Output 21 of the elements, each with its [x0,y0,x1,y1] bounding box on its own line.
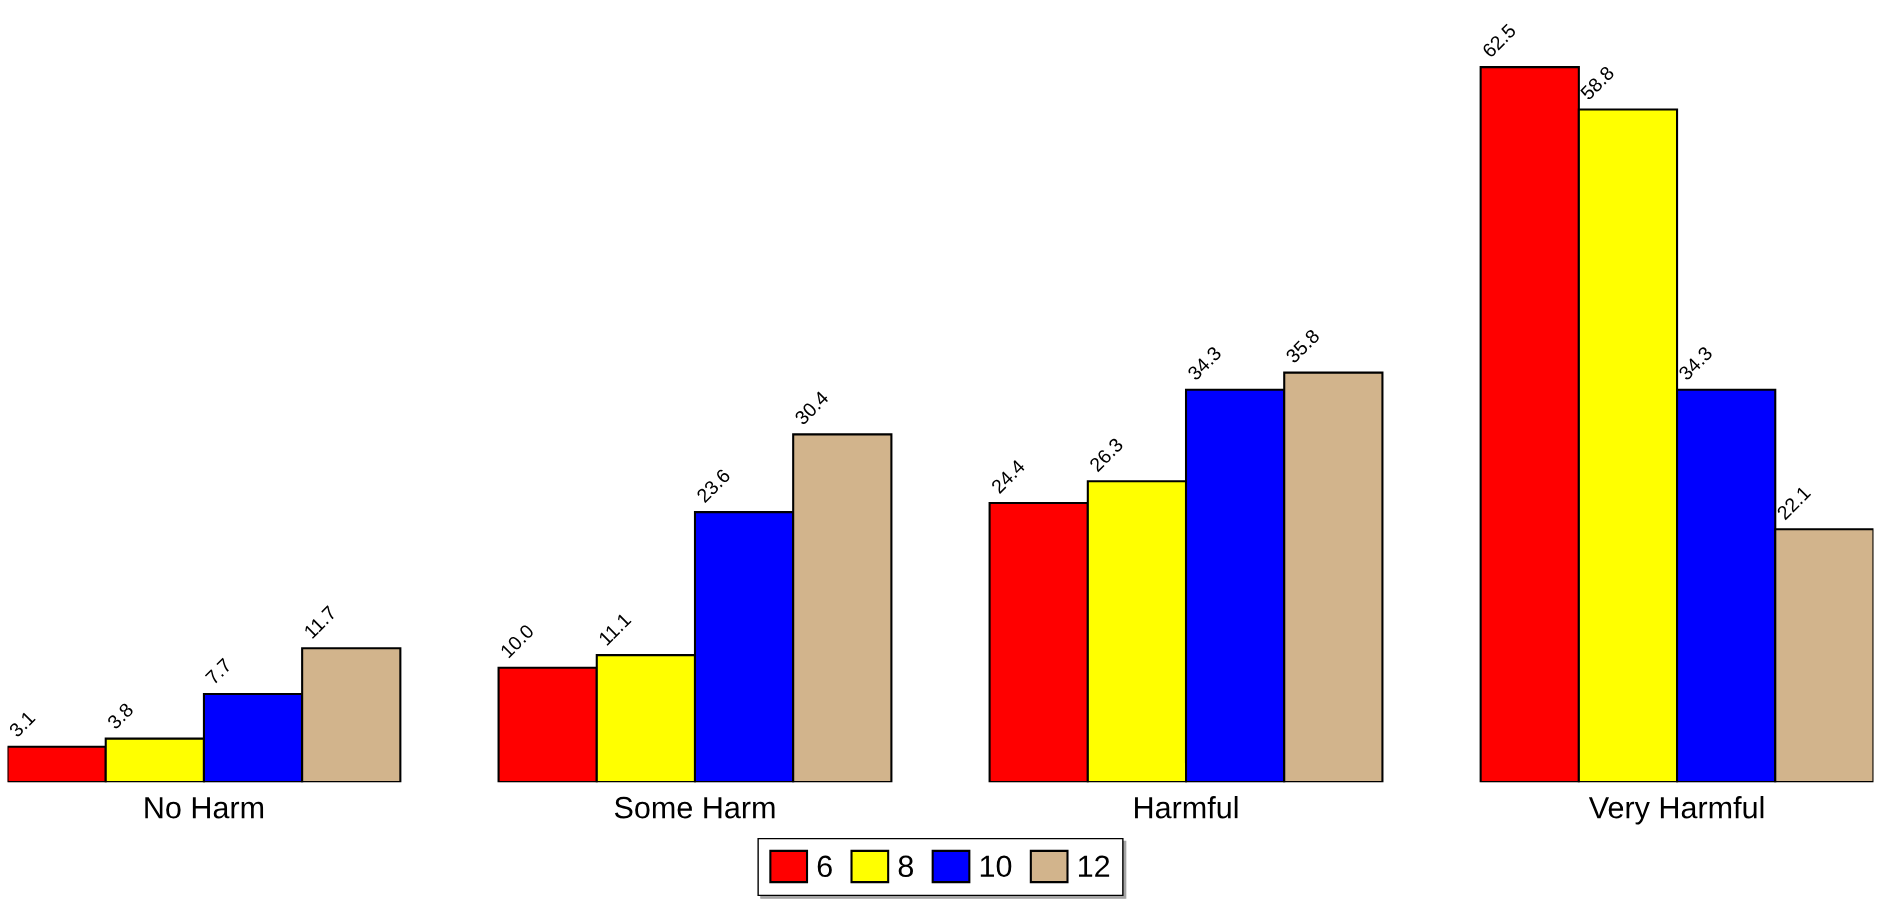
legend-label: 6 [817,855,832,878]
x-tick-label: Some Harm [614,796,775,819]
x-tick-label: Very Harmful [1588,796,1764,825]
legend-label: 10 [980,855,1012,878]
data-label: 34.3 [1186,345,1223,381]
x-tick-label: Harmful [1135,796,1238,819]
x-tick-label: No Harm [145,797,264,819]
data-label: 35.8 [1284,328,1321,364]
legend-label: 8 [898,855,914,878]
data-label: 62.5 [1481,22,1517,59]
data-label: 3.8 [106,702,135,730]
data-label: 34.3 [1677,345,1714,381]
legend-label: 12 [1078,855,1110,877]
data-label: 11.1 [598,612,632,646]
data-label: 3.1 [8,710,36,738]
data-label: 30.4 [793,390,830,426]
data-label: 23.6 [695,467,732,504]
data-label: 10.0 [499,623,535,659]
data-label: 7.7 [204,657,233,685]
data-label: 22.1 [1776,485,1812,521]
data-label: 58.8 [1579,65,1615,101]
